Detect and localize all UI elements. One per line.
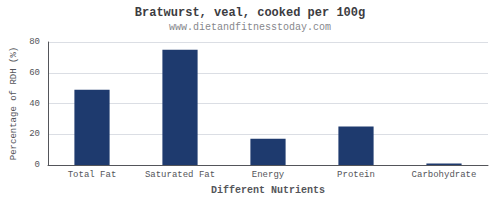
svg-text:80: 80 bbox=[29, 37, 40, 47]
svg-text:Energy: Energy bbox=[252, 170, 285, 180]
svg-text:40: 40 bbox=[29, 99, 40, 109]
svg-text:Protein: Protein bbox=[337, 170, 375, 180]
svg-text:20: 20 bbox=[29, 129, 40, 139]
svg-text:Different Nutrients: Different Nutrients bbox=[211, 185, 325, 196]
svg-text:0: 0 bbox=[35, 160, 40, 170]
svg-text:Percentage of RDH (%): Percentage of RDH (%) bbox=[9, 47, 19, 160]
svg-text:Carbohydrate: Carbohydrate bbox=[412, 170, 477, 180]
svg-text:www.dietandfitnesstoday.com: www.dietandfitnesstoday.com bbox=[169, 22, 331, 33]
svg-text:Total Fat: Total Fat bbox=[68, 170, 117, 180]
svg-text:Saturated Fat: Saturated Fat bbox=[145, 170, 215, 180]
svg-text:60: 60 bbox=[29, 68, 40, 78]
svg-text:Bratwurst, veal, cooked per 10: Bratwurst, veal, cooked per 100g bbox=[135, 6, 365, 20]
